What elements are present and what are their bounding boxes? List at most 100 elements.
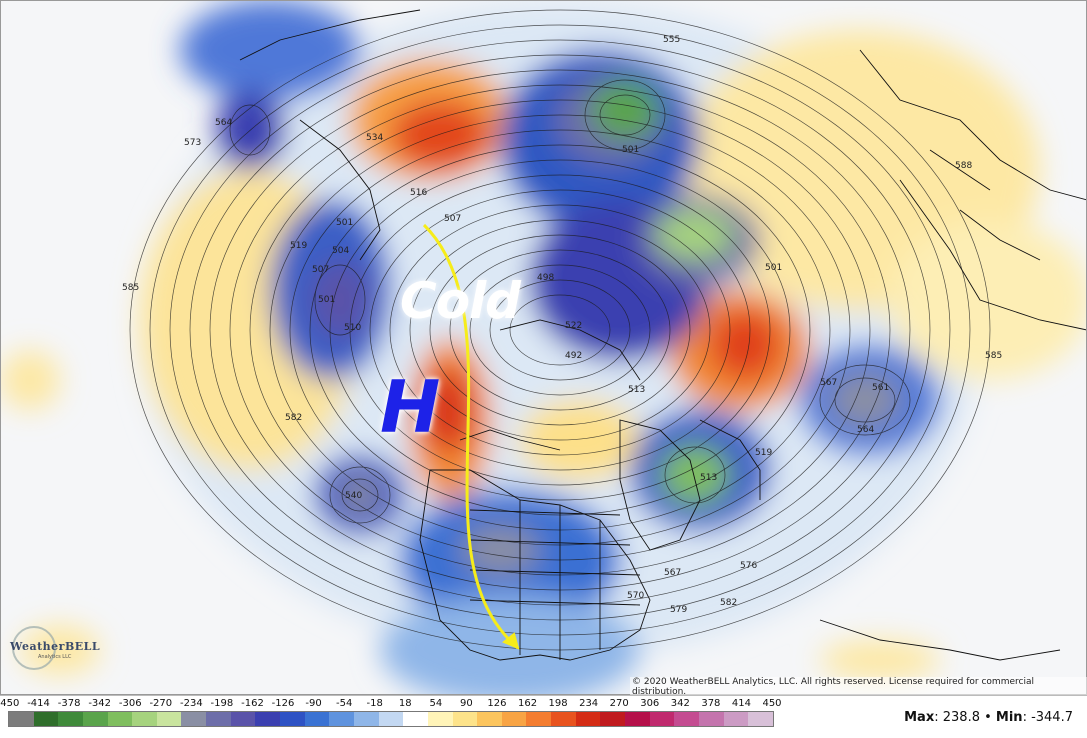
contour-label: 564 (857, 425, 874, 435)
legend-tick: -18 (366, 698, 383, 709)
contour-label: 492 (565, 351, 582, 361)
color-swatch (649, 712, 675, 726)
logo-text: WeatherBELL (10, 640, 101, 653)
high-pressure-annotation: H (380, 365, 441, 449)
legend-panel: -450 -414 -378 -342 -306 -270 -234 -198 -162 -126… (0, 695, 1087, 738)
map-view: 573 564 585 519 507 501 504 501 510 534 … (0, 0, 1087, 695)
contour-label: 555 (663, 35, 680, 45)
color-swatch (304, 712, 330, 726)
legend-tick: -270 (149, 698, 173, 709)
color-swatch (674, 712, 699, 726)
legend-tick: -234 (180, 698, 203, 709)
contour-label: 507 (312, 265, 329, 275)
min-value: -344.7 (1031, 710, 1073, 725)
legend-tick: 90 (460, 698, 473, 709)
color-swatch (477, 712, 502, 726)
legend-tick: 18 (398, 698, 412, 709)
color-swatch (526, 712, 552, 726)
logo-ring-icon (12, 626, 56, 670)
legend-tick: -342 (88, 698, 112, 709)
color-swatch (206, 712, 231, 726)
legend-tick: 306 (640, 698, 660, 709)
contour-label: 582 (285, 413, 302, 423)
color-swatch (33, 712, 59, 726)
contour-label: 513 (700, 473, 717, 483)
contour-label: 585 (985, 351, 1002, 361)
color-swatch (82, 712, 108, 726)
contour-label: 579 (670, 605, 687, 615)
color-swatch (181, 712, 207, 726)
contour-label: 516 (410, 188, 427, 198)
legend-tick: -306 (118, 698, 142, 709)
contour-label: 501 (318, 295, 335, 305)
color-swatch (9, 712, 34, 726)
max-label: Max (904, 710, 935, 725)
contour-label: 567 (820, 378, 837, 388)
legend-tick: 450 (762, 698, 782, 709)
anomaly-map-svg: 573 564 585 519 507 501 504 501 510 534 … (0, 0, 1087, 695)
color-swatch (156, 712, 182, 726)
legend-tick: -414 (27, 698, 50, 709)
color-swatch (748, 712, 773, 726)
color-swatch (58, 712, 83, 726)
color-scale-bar (8, 711, 774, 727)
contour-label: 540 (345, 491, 362, 501)
legend-tick: -198 (210, 698, 234, 709)
contour-label: 534 (366, 133, 383, 143)
cold-flow-arrow (422, 223, 520, 650)
min-label: Min (995, 710, 1023, 725)
contour-label: 522 (565, 321, 582, 331)
legend-tick: -90 (305, 698, 322, 709)
legend-tick: 378 (701, 698, 721, 709)
max-value: 238.8 (942, 710, 980, 725)
color-swatch (403, 712, 428, 726)
max-min-readout: Max: 238.8 • Min: -344.7 (904, 710, 1073, 725)
color-swatch (329, 712, 354, 726)
legend-tick: 54 (429, 698, 443, 709)
contour-label: 561 (872, 383, 889, 393)
contour-label: 576 (740, 561, 757, 571)
contour-label: 567 (664, 568, 681, 578)
color-swatch (427, 712, 453, 726)
contour-label: 585 (122, 283, 139, 293)
legend-tick: -378 (57, 698, 81, 709)
color-swatch (501, 712, 527, 726)
contour-label: 582 (720, 598, 737, 608)
contour-label: 519 (755, 448, 772, 458)
legend-tick: 270 (609, 698, 629, 709)
contour-label: 519 (290, 241, 307, 251)
legend-tick: -162 (241, 698, 264, 709)
color-swatch (255, 712, 281, 726)
contour-label: 501 (765, 263, 782, 273)
contour-label: 504 (332, 246, 349, 256)
legend-tick: 342 (670, 698, 690, 709)
coastlines (239, 9, 1087, 661)
contour-label: 507 (444, 214, 461, 224)
color-swatch (723, 712, 749, 726)
legend-tick: 198 (548, 698, 568, 709)
logo-subtext: Analytics LLC (38, 654, 72, 660)
contour-label: 573 (184, 138, 201, 148)
copyright-notice: © 2020 WeatherBELL Analytics, LLC. All r… (630, 677, 1087, 697)
contour-label: 588 (955, 161, 972, 171)
contour-label: 501 (336, 218, 353, 228)
legend-tick: -126 (271, 698, 295, 709)
contour-label: 513 (628, 385, 645, 395)
color-swatch (353, 712, 379, 726)
legend-tick: 162 (517, 698, 538, 709)
color-swatch (107, 712, 133, 726)
legend-tick: 126 (487, 698, 507, 709)
contour-labels: 573 564 585 519 507 501 504 501 510 534 … (122, 35, 1002, 615)
contour-label: 510 (344, 323, 361, 333)
color-swatch (625, 712, 650, 726)
contour-label: 498 (537, 273, 554, 283)
color-swatch (551, 712, 576, 726)
color-swatch (698, 712, 724, 726)
color-swatch (132, 712, 157, 726)
cold-annotation: Cold (400, 272, 521, 330)
contour-label: 570 (627, 591, 644, 601)
color-swatch (378, 712, 404, 726)
weatherbell-logo: WeatherBELL Analytics LLC (8, 624, 100, 670)
contour-label: 501 (622, 145, 639, 155)
color-swatch (575, 712, 601, 726)
